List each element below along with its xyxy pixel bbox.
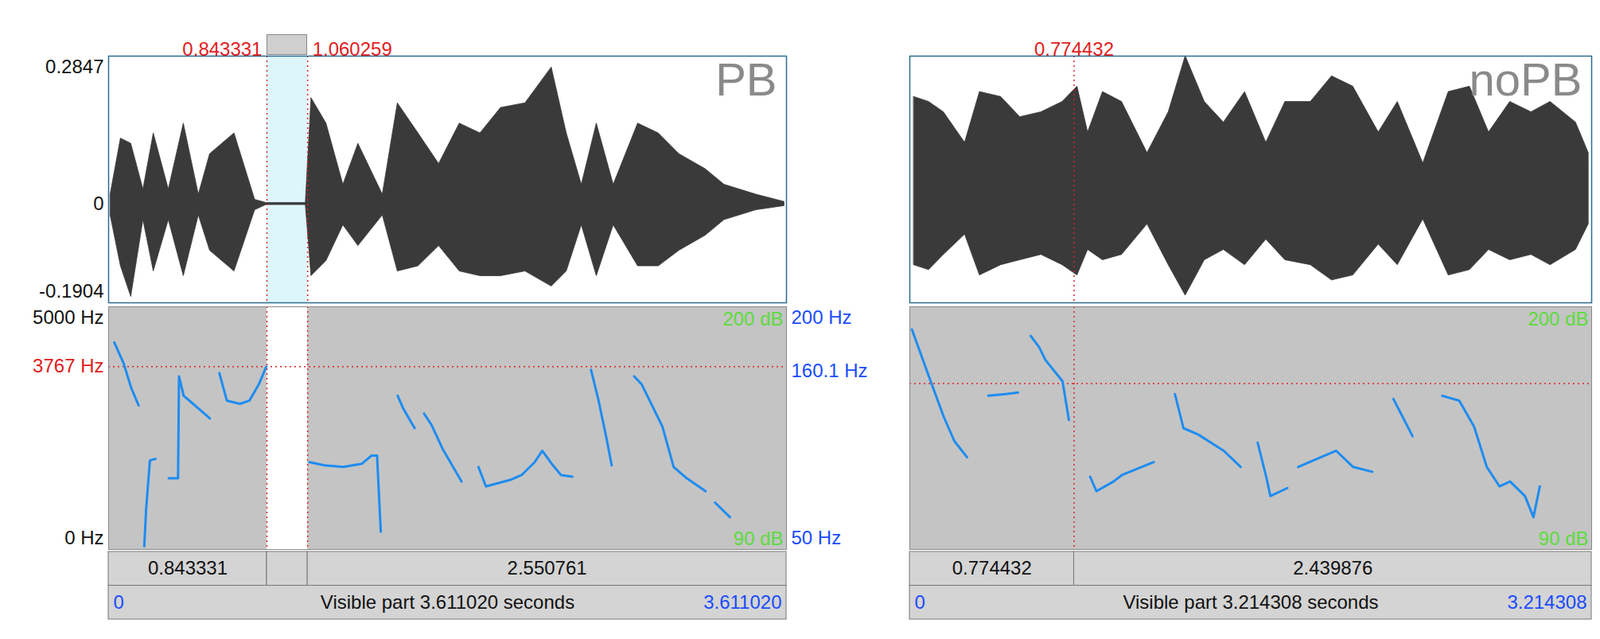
svg-text:0.774432: 0.774432 <box>952 556 1032 579</box>
svg-text:3.611020: 3.611020 <box>703 591 782 613</box>
svg-text:Visible part 3.611020 seconds: Visible part 3.611020 seconds <box>320 591 575 613</box>
svg-text:2.550761: 2.550761 <box>507 556 588 579</box>
svg-text:200 dB: 200 dB <box>1527 307 1589 330</box>
svg-text:0: 0 <box>93 192 104 215</box>
svg-text:5000 Hz: 5000 Hz <box>32 306 104 328</box>
svg-text:200 Hz: 200 Hz <box>791 306 853 328</box>
svg-text:3767 Hz: 3767 Hz <box>32 354 104 377</box>
svg-text:Visible part 3.214308 seconds: Visible part 3.214308 seconds <box>1122 591 1379 613</box>
svg-text:3.214308: 3.214308 <box>1506 591 1587 613</box>
svg-text:200 dB: 200 dB <box>722 307 783 330</box>
svg-text:0.843331: 0.843331 <box>147 556 228 579</box>
svg-text:noPB: noPB <box>1469 53 1583 106</box>
svg-text:90 dB: 90 dB <box>1538 527 1589 549</box>
svg-text:0.843331: 0.843331 <box>182 38 262 60</box>
svg-text:50 Hz: 50 Hz <box>791 526 842 549</box>
svg-text:1.060259: 1.060259 <box>312 38 393 60</box>
svg-text:-0.1904: -0.1904 <box>38 280 104 302</box>
svg-text:2.439876: 2.439876 <box>1292 556 1373 579</box>
svg-text:90 dB: 90 dB <box>733 527 784 549</box>
svg-text:0 Hz: 0 Hz <box>64 526 104 549</box>
svg-text:0.2847: 0.2847 <box>45 55 104 78</box>
svg-text:0.774432: 0.774432 <box>1034 38 1114 60</box>
svg-text:160.1 Hz: 160.1 Hz <box>791 359 869 382</box>
svg-text:PB: PB <box>715 53 777 106</box>
svg-text:0: 0 <box>914 591 926 613</box>
svg-text:0: 0 <box>113 591 125 613</box>
